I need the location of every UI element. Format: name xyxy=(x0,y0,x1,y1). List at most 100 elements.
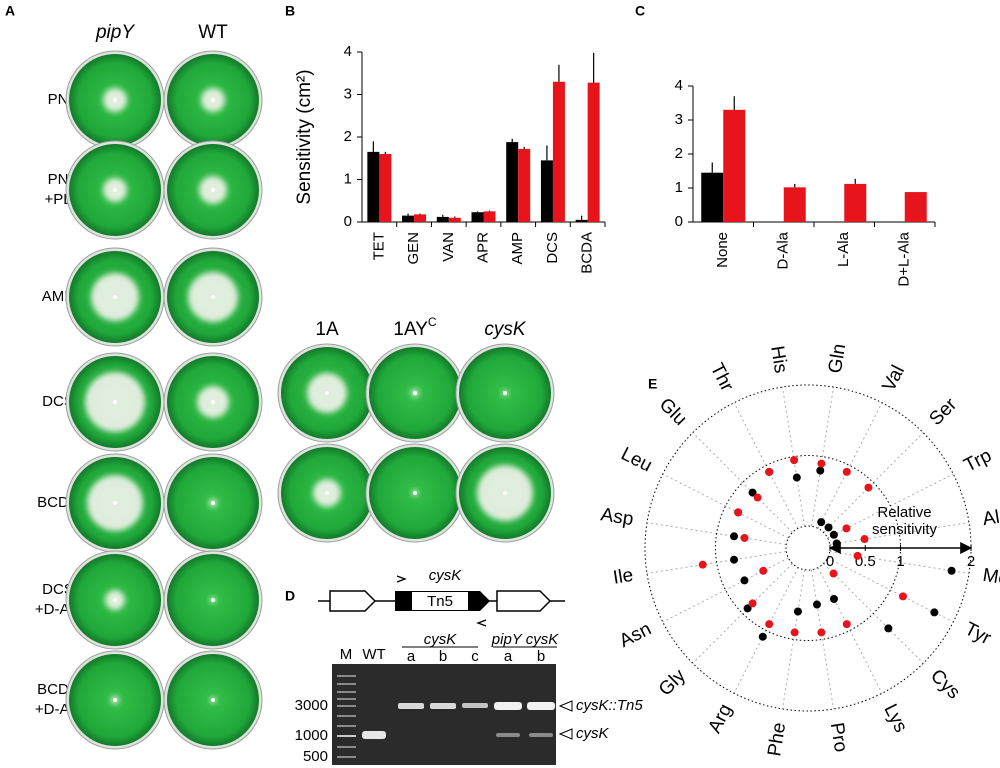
spoke xyxy=(827,557,954,623)
disc xyxy=(211,501,215,505)
disc xyxy=(413,391,417,395)
panel-letter: C xyxy=(635,3,645,19)
disc xyxy=(113,295,117,299)
spoke xyxy=(810,386,834,527)
point xyxy=(829,595,838,604)
category-label: Leu xyxy=(617,443,655,476)
point xyxy=(816,466,825,475)
category-label: His xyxy=(766,344,791,374)
x-tick-label: D+L-Ala xyxy=(896,231,913,286)
lane-group-label: pipY cysK xyxy=(491,631,559,648)
bar xyxy=(723,109,746,222)
x-tick-label: GEN xyxy=(405,232,422,265)
strain-label-text: 1AY xyxy=(393,319,428,340)
point xyxy=(792,473,801,482)
category-label: Ile xyxy=(612,565,635,589)
spoke xyxy=(829,550,970,574)
strain-label: 1AYC xyxy=(393,315,437,340)
point xyxy=(743,604,752,613)
y-tick-label: 4 xyxy=(344,43,352,60)
y-tick-label: 1 xyxy=(675,179,683,196)
category-label: Trp xyxy=(961,445,995,476)
point xyxy=(860,535,869,544)
point xyxy=(790,628,799,637)
disc xyxy=(211,98,215,102)
point xyxy=(829,569,838,578)
bar xyxy=(506,142,519,222)
point xyxy=(734,508,743,517)
category-label: Ser xyxy=(925,394,961,430)
point xyxy=(730,532,739,541)
point xyxy=(898,592,907,601)
bar xyxy=(379,154,392,222)
y-tick-label: 2 xyxy=(344,128,352,145)
y-axis-label: Sensitivity (cm²) xyxy=(294,69,315,204)
strain-label-sup: C xyxy=(428,315,437,329)
disc xyxy=(211,598,215,602)
point xyxy=(765,467,774,476)
lane-label: a xyxy=(504,648,513,665)
point xyxy=(853,551,862,560)
point xyxy=(842,620,851,629)
category-label: Cys xyxy=(926,665,964,703)
spoke xyxy=(662,473,789,539)
lane-label: M xyxy=(340,646,353,663)
panel-letter: D xyxy=(285,588,295,604)
point xyxy=(817,459,826,468)
y-tick-label: 4 xyxy=(675,77,683,94)
point xyxy=(864,483,873,492)
y-tick-label: 3 xyxy=(675,111,683,128)
row-label: PN xyxy=(48,171,69,188)
point xyxy=(832,539,841,548)
bar xyxy=(540,160,553,222)
point xyxy=(812,600,821,609)
point xyxy=(765,620,774,629)
bar xyxy=(471,212,484,222)
point xyxy=(758,632,767,641)
bar xyxy=(483,211,496,222)
y-tick-label: 2 xyxy=(675,145,683,162)
category-label: Lys xyxy=(879,701,911,736)
disc xyxy=(113,501,117,505)
category-label: Met xyxy=(981,565,1000,591)
category-label: Ala xyxy=(981,505,1000,530)
point xyxy=(817,628,826,637)
disc xyxy=(211,295,215,299)
insert-label: Tn5 xyxy=(427,593,453,610)
category-label: Thr xyxy=(706,360,738,396)
strain-label: cysK xyxy=(484,319,527,340)
point xyxy=(842,467,851,476)
spoke xyxy=(692,563,793,664)
y-tick-label: 0 xyxy=(675,213,683,230)
point xyxy=(753,493,762,502)
disc xyxy=(211,400,215,404)
lane-group-label: cysK xyxy=(424,631,458,648)
bar xyxy=(402,215,415,222)
point xyxy=(730,555,739,564)
disc xyxy=(113,698,117,702)
marker-label: 500 xyxy=(303,748,328,765)
disc xyxy=(113,400,117,404)
panel-letter: E xyxy=(648,376,657,392)
disc xyxy=(503,391,507,395)
r-tick-label: 0 xyxy=(826,553,834,570)
bar xyxy=(587,82,600,222)
x-tick-label: D-Ala xyxy=(775,231,792,269)
point xyxy=(824,523,833,532)
bar xyxy=(518,148,531,222)
disc xyxy=(211,698,215,702)
disc xyxy=(325,491,329,495)
bar xyxy=(552,81,565,222)
category-label: Glu xyxy=(655,394,691,430)
disc xyxy=(113,188,117,192)
gel xyxy=(332,646,573,765)
category-label: Val xyxy=(879,362,910,395)
r-tick-label: 1 xyxy=(896,553,904,570)
band-label: cysK::Tn5 xyxy=(576,697,643,714)
x-tick-label: TET xyxy=(370,232,387,260)
bar xyxy=(448,217,461,222)
point xyxy=(740,533,749,542)
category-label: Tyr xyxy=(961,619,995,650)
spoke xyxy=(662,557,789,623)
lane-label: b xyxy=(537,648,545,665)
